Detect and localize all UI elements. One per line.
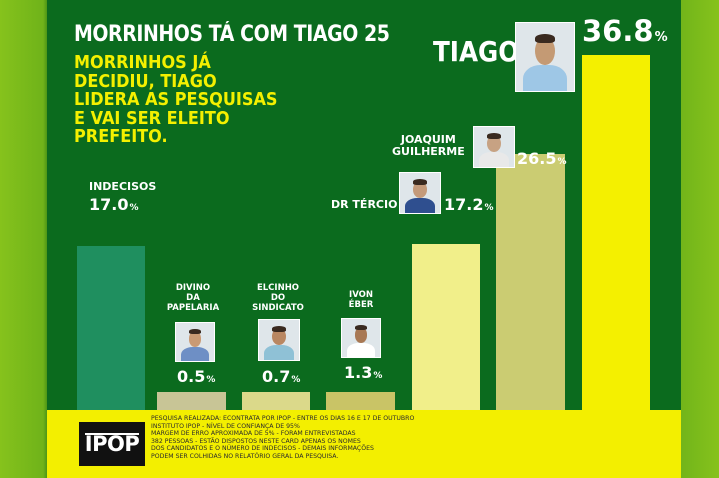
bar-ivon-ber <box>326 392 395 410</box>
tiago-portrait <box>515 22 575 92</box>
category-label: DR TÉRCIO <box>331 198 398 211</box>
page-title: MORRINHOS TÁ COM TIAGO 25 <box>74 22 390 47</box>
survey-disclaimer: PESQUISA REALIZADA: ECONTRATA POR IPOP -… <box>151 415 415 460</box>
poster-frame: MORRINHOS TÁ COM TIAGO 25 MORRINHOS JÁ D… <box>47 0 681 478</box>
bar-tiago <box>582 55 650 410</box>
dr-tercio-portrait <box>399 172 441 214</box>
bar-dr-t-rcio <box>412 244 480 410</box>
category-label: ELCINHO DO SINDICATO <box>252 283 304 313</box>
elcinho-portrait <box>258 319 300 361</box>
value-label: 17.2% <box>444 195 494 214</box>
value-label: 0.7% <box>262 367 301 386</box>
category-label: TIAGO <box>433 35 520 68</box>
category-label: INDECISOS <box>89 180 157 193</box>
divino-portrait <box>175 322 215 362</box>
bar-divino-da-papelaria <box>157 392 226 410</box>
value-label: 26.5% <box>517 149 567 168</box>
ipop-logo: IPOP <box>79 422 145 466</box>
value-label: 36.8% <box>582 14 668 48</box>
bar-indecisos <box>77 246 145 410</box>
headline-subtitle: MORRINHOS JÁ DECIDIU, TIAGO LIDERA AS PE… <box>74 53 278 147</box>
value-label: 1.3% <box>344 363 383 382</box>
joaquim-portrait <box>473 126 515 168</box>
ivon-portrait <box>341 318 381 358</box>
bar-elcinho-do-sindicato <box>242 392 310 410</box>
category-label: JOAQUIM GUILHERME <box>392 133 465 158</box>
category-label: DIVINO DA PAPELARIA <box>166 283 220 313</box>
bar-joaquim-guilherme <box>496 154 565 410</box>
value-label: 17.0% <box>89 195 139 214</box>
value-label: 0.5% <box>177 367 216 386</box>
footer-banner: IPOP PESQUISA REALIZADA: ECONTRATA POR I… <box>47 410 681 478</box>
category-label: IVON ÉBER <box>348 290 374 310</box>
